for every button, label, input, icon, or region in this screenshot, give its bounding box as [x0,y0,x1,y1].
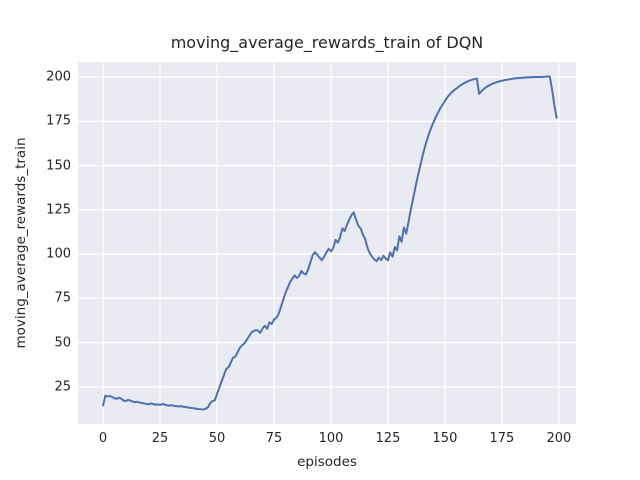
y-tick-label: 125 [46,202,71,218]
y-tick-label: 100 [46,246,71,262]
y-tick-label: 150 [46,158,71,174]
x-tick-label: 75 [265,431,283,446]
series-line [102,75,558,411]
x-tick-label: 200 [546,431,572,446]
chart-title: moving_average_rewards_train of DQN [170,33,484,52]
x-tick-label: 100 [318,431,344,446]
y-tick-label: 25 [54,379,71,395]
x-tick-label: 50 [208,431,226,446]
y-axis-label: moving_average_rewards_train [13,137,29,349]
y-tick-label: 75 [54,290,71,306]
plot-canvas [78,62,576,424]
y-tick-label: 175 [46,113,71,129]
x-tick-label: 125 [375,431,401,446]
x-tick-label: 150 [432,431,458,446]
x-axis-label: episodes [297,454,357,470]
x-tick-label: 25 [151,431,169,446]
x-tick-label: 175 [489,431,515,446]
x-tick-label: 0 [98,431,108,446]
y-tick-label: 50 [54,335,71,351]
plot-area [78,62,576,424]
y-tick-label: 200 [46,69,71,85]
